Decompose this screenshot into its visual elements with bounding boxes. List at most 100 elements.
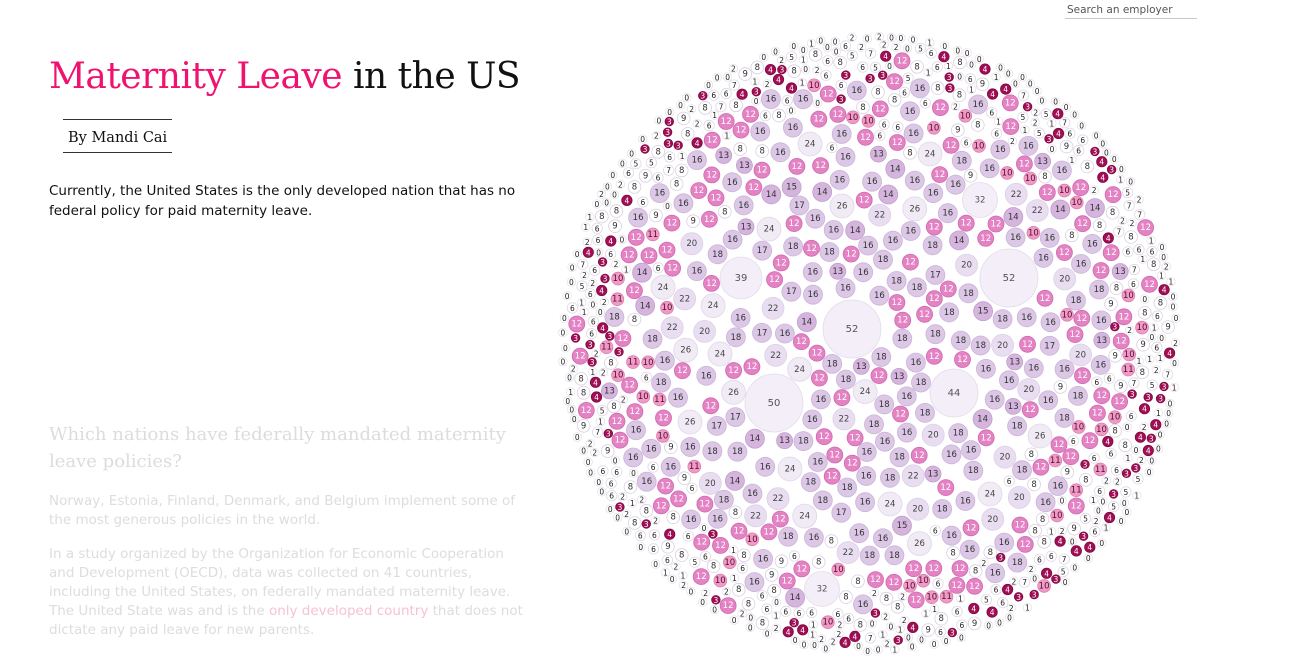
bubble-circle[interactable]	[673, 362, 691, 380]
bubble-circle[interactable]	[774, 554, 789, 569]
bubble-circle[interactable]	[1077, 134, 1089, 146]
bubble-circle[interactable]	[567, 404, 577, 415]
bubble-circle[interactable]	[900, 221, 921, 241]
bubble-circle[interactable]	[574, 371, 588, 386]
bubble-circle[interactable]	[1122, 187, 1134, 199]
bubble[interactable]: 2	[591, 348, 601, 358]
bubble[interactable]: 12	[793, 560, 811, 578]
bubble[interactable]: 3	[893, 635, 903, 645]
bubble-circle[interactable]	[1029, 589, 1039, 600]
bubble-circle[interactable]	[744, 428, 765, 449]
bubble[interactable]: 2	[637, 494, 647, 505]
bubble[interactable]: 16	[903, 123, 924, 144]
bubble-circle[interactable]	[1050, 199, 1071, 220]
bubble[interactable]: 12	[867, 571, 884, 588]
bubble-circle[interactable]	[661, 539, 675, 554]
bubble[interactable]: 3	[698, 90, 708, 101]
bubble-circle[interactable]	[896, 422, 917, 443]
bubble-circle[interactable]	[598, 367, 609, 378]
bubble[interactable]: 11	[1121, 362, 1135, 377]
bubble[interactable]: 8	[733, 142, 748, 156]
bubble-circle[interactable]	[664, 259, 682, 277]
bubble-circle[interactable]	[708, 89, 720, 101]
bubble[interactable]: 3	[641, 519, 652, 529]
bubble-circle[interactable]	[703, 131, 721, 149]
bubble-circle[interactable]	[637, 134, 648, 144]
bubble[interactable]: 0	[1025, 78, 1036, 89]
bubble-circle[interactable]	[780, 605, 792, 618]
bubble-circle[interactable]	[1106, 164, 1117, 175]
bubble[interactable]: 0	[1165, 398, 1175, 409]
bubble[interactable]: 2	[596, 189, 607, 199]
bubble-circle[interactable]	[650, 515, 661, 526]
bubble-circle[interactable]	[903, 146, 917, 160]
bubble[interactable]: 2	[617, 492, 628, 502]
bubble-circle[interactable]	[902, 196, 928, 222]
bubble[interactable]: 22	[744, 504, 768, 528]
bubble[interactable]: 8	[669, 177, 684, 191]
bubble[interactable]: 4	[664, 528, 676, 540]
bubble[interactable]: 4	[1097, 171, 1109, 183]
bubble-circle[interactable]	[1037, 95, 1047, 106]
bubble-circle[interactable]	[931, 166, 949, 184]
bubble-circle[interactable]	[906, 497, 930, 521]
bubble[interactable]: 2	[599, 297, 610, 307]
bubble-circle[interactable]	[895, 624, 905, 635]
bubble[interactable]: 4	[839, 636, 851, 649]
bubble[interactable]: 12	[1074, 367, 1091, 385]
bubble[interactable]: 12	[939, 280, 957, 298]
bubble[interactable]: 6	[898, 86, 911, 98]
bubble[interactable]: 16	[782, 117, 803, 138]
bubble[interactable]: 6	[857, 61, 869, 73]
bubble[interactable]: 14	[785, 587, 806, 608]
bubble[interactable]: 0	[1168, 291, 1178, 302]
bubble[interactable]: 3	[878, 70, 888, 80]
bubble-circle[interactable]	[862, 171, 883, 192]
bubble[interactable]: 4	[589, 376, 602, 388]
bubble-circle[interactable]	[698, 101, 712, 115]
bubble-circle[interactable]	[664, 107, 675, 117]
bubble-circle[interactable]	[869, 588, 880, 598]
bubble[interactable]: 0	[588, 300, 598, 310]
bubble[interactable]: 14	[632, 262, 652, 283]
bubble[interactable]: 0	[610, 455, 620, 465]
bubble-circle[interactable]	[1013, 592, 1024, 602]
bubble[interactable]: 8	[968, 564, 983, 578]
bubble-circle[interactable]	[642, 329, 663, 349]
bubble-circle[interactable]	[1132, 491, 1142, 501]
bubble[interactable]: 18	[874, 394, 895, 415]
bubble-circle[interactable]	[1060, 577, 1070, 587]
bubble[interactable]: 2	[898, 591, 908, 601]
bubble-circle[interactable]	[905, 352, 926, 373]
bubble[interactable]: 5	[1107, 500, 1120, 512]
bubble-circle[interactable]	[1163, 408, 1174, 418]
bubble[interactable]: 16	[707, 508, 728, 529]
bubble-circle[interactable]	[736, 88, 748, 100]
bubble-circle[interactable]	[722, 229, 743, 250]
bubble-circle[interactable]	[654, 115, 664, 126]
bubble[interactable]: 18	[873, 249, 893, 270]
bubble-circle[interactable]	[979, 558, 989, 568]
bubble[interactable]: 6	[759, 110, 771, 122]
bubble-circle[interactable]	[845, 220, 866, 241]
bubble[interactable]: 6	[584, 288, 596, 300]
bubble-circle[interactable]	[1147, 455, 1157, 466]
bubble[interactable]: 8	[930, 81, 945, 95]
bubble[interactable]: 16	[1039, 227, 1060, 248]
bubble-circle[interactable]	[1074, 215, 1091, 233]
bubble-circle[interactable]	[636, 471, 657, 492]
bubble[interactable]: 12	[640, 247, 658, 265]
bubble-circle[interactable]	[1039, 227, 1060, 248]
bubble-circle[interactable]	[592, 234, 604, 246]
bubble[interactable]: 2	[1006, 603, 1017, 613]
bubble-circle[interactable]	[877, 491, 903, 517]
bubble[interactable]: 2	[847, 32, 857, 42]
bubble[interactable]: 6	[682, 530, 694, 542]
bubble-circle[interactable]	[627, 516, 642, 530]
bubble-circle[interactable]	[579, 270, 590, 280]
bubble[interactable]: 3	[947, 627, 958, 638]
bubble[interactable]: 0	[799, 639, 809, 650]
bubble-circle[interactable]	[1105, 447, 1117, 460]
bubble-circle[interactable]	[756, 216, 782, 242]
bubble-circle[interactable]	[717, 113, 735, 130]
